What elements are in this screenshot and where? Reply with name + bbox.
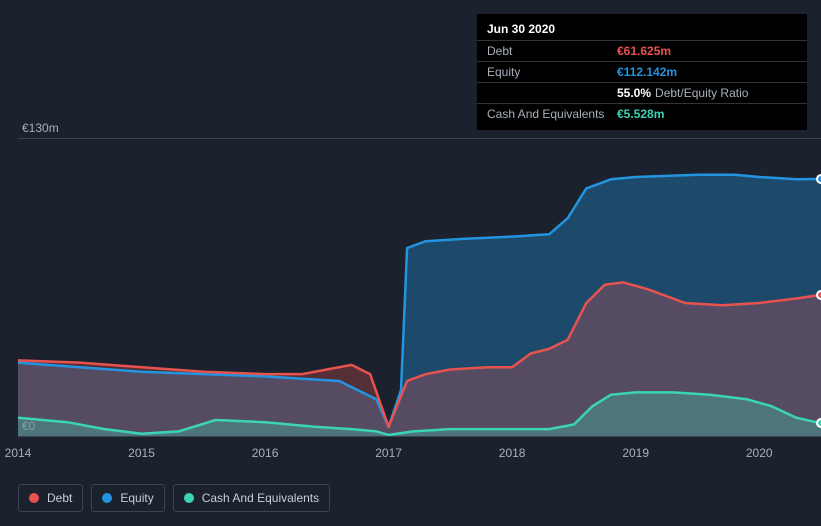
tooltip-row-value: 55.0%Debt/Equity Ratio: [617, 86, 748, 100]
chart-tooltip: Jun 30 2020 Debt€61.625mEquity€112.142m5…: [477, 14, 807, 130]
series-end-marker-cash: [816, 418, 821, 428]
legend-swatch-icon: [29, 493, 39, 503]
tooltip-row-value: €5.528m: [617, 107, 664, 121]
tooltip-row-label: Debt: [487, 44, 617, 58]
tooltip-row: Debt€61.625m: [477, 40, 807, 61]
chart-legend: Debt Equity Cash And Equivalents: [18, 484, 330, 512]
legend-item-equity[interactable]: Equity: [91, 484, 164, 512]
y-axis-label: €130m: [22, 121, 59, 135]
x-axis-label: 2019: [622, 446, 649, 460]
tooltip-row-suffix: Debt/Equity Ratio: [655, 86, 748, 100]
legend-item-debt[interactable]: Debt: [18, 484, 83, 512]
x-axis-label: 2016: [252, 446, 279, 460]
series-end-marker-equity: [816, 174, 821, 184]
x-axis-label: 2018: [499, 446, 526, 460]
legend-item-label: Debt: [47, 491, 72, 505]
tooltip-title: Jun 30 2020: [477, 20, 807, 40]
tooltip-row: 55.0%Debt/Equity Ratio: [477, 82, 807, 103]
legend-item-cash[interactable]: Cash And Equivalents: [173, 484, 330, 512]
legend-swatch-icon: [102, 493, 112, 503]
x-axis-label: 2017: [375, 446, 402, 460]
legend-item-label: Equity: [120, 491, 153, 505]
tooltip-row-label: Cash And Equivalents: [487, 107, 617, 121]
tooltip-row: Equity€112.142m: [477, 61, 807, 82]
x-axis-label: 2015: [128, 446, 155, 460]
tooltip-row-value: €61.625m: [617, 44, 671, 58]
tooltip-row-label: Equity: [487, 65, 617, 79]
tooltip-row: Cash And Equivalents€5.528m: [477, 103, 807, 124]
x-axis-label: 2020: [746, 446, 773, 460]
y-gridline: [18, 436, 821, 437]
series-end-marker-debt: [816, 290, 821, 300]
legend-swatch-icon: [184, 493, 194, 503]
tooltip-row-label: [487, 86, 617, 100]
chart-plot-area: [18, 138, 821, 436]
x-axis-label: 2014: [5, 446, 32, 460]
tooltip-row-value: €112.142m: [617, 65, 677, 79]
legend-item-label: Cash And Equivalents: [202, 491, 319, 505]
